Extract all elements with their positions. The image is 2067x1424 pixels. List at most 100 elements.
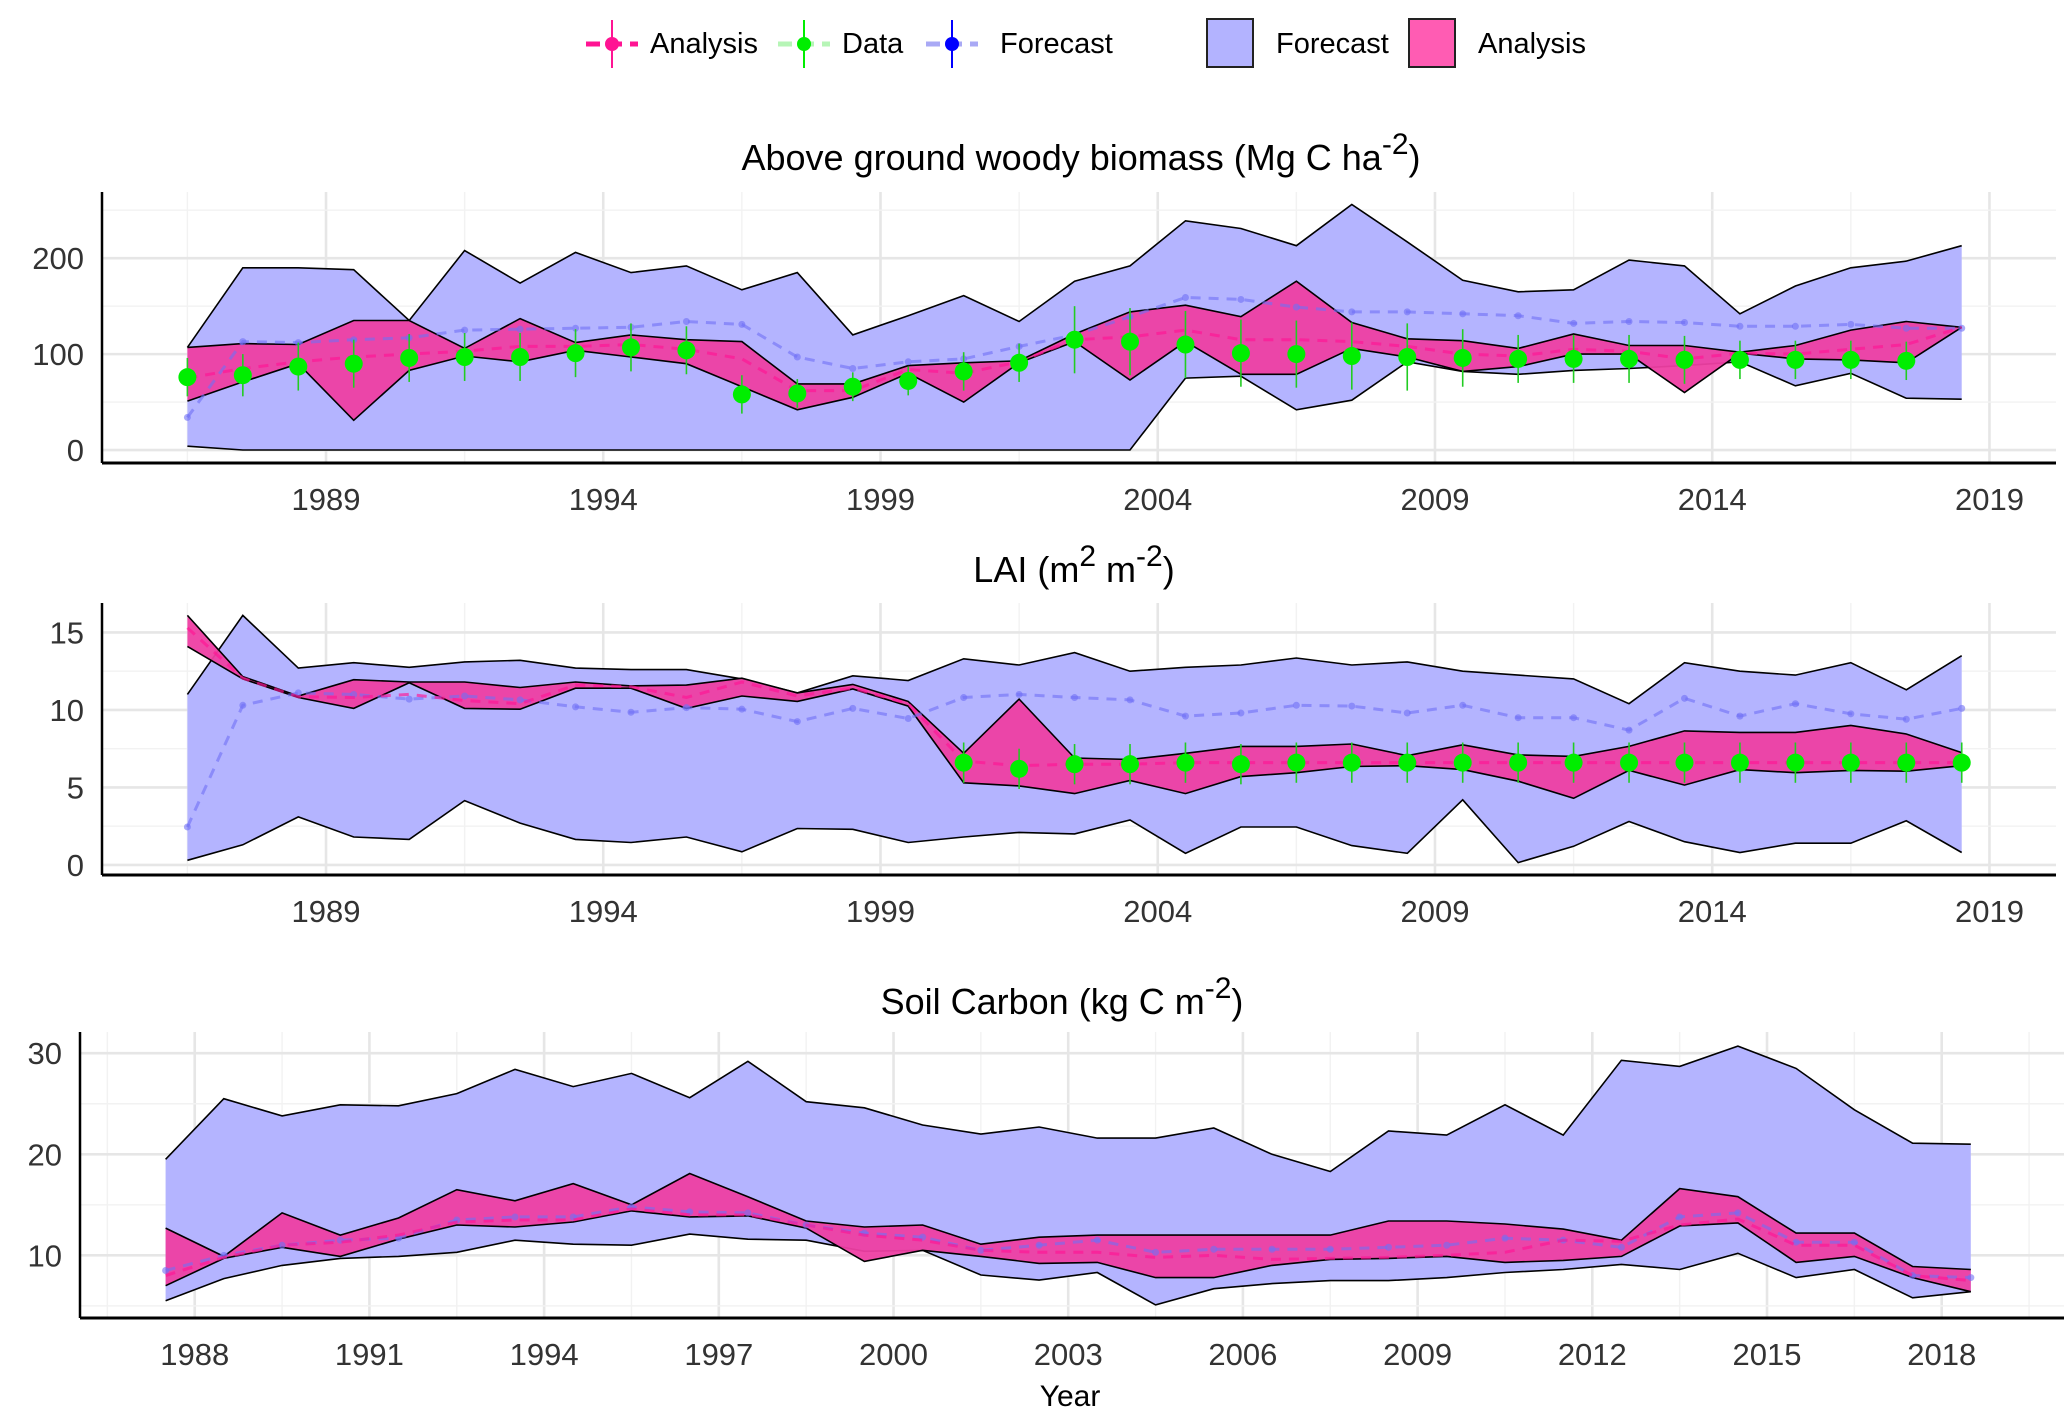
data-point: [1620, 349, 1639, 368]
y-tick-label: 100: [32, 337, 84, 372]
data-point: [1564, 349, 1583, 368]
data-point: [1065, 330, 1084, 349]
forecast-point: [1850, 1238, 1858, 1246]
y-tick-label: 0: [67, 848, 84, 883]
forecast-point: [405, 695, 413, 703]
forecast-point: [1680, 318, 1688, 326]
forecast-point: [1514, 312, 1522, 320]
forecast-point: [1967, 1274, 1975, 1282]
forecast-point: [793, 718, 801, 726]
panel-1: 1989 1994 1999 2004 2009 2014 2019 0 100 200 Above…: [32, 128, 2056, 517]
forecast-point: [239, 701, 247, 709]
data-point: [1841, 753, 1860, 772]
data-point: [1287, 753, 1306, 772]
forecast-upper-line: [165, 1045, 1971, 1173]
data-point: [1231, 344, 1250, 363]
forecast-point: [183, 823, 191, 831]
x-tick-label: 2000: [859, 1337, 928, 1372]
forecast-point: [1501, 1234, 1509, 1242]
x-tick-label: 2009: [1400, 482, 1469, 517]
x-tick-label: 1999: [846, 482, 915, 517]
y-tick-label: 10: [28, 1238, 62, 1273]
data-point: [899, 371, 918, 390]
title-superscript: -2: [1205, 972, 1232, 1005]
title-text: Above ground woody biomass (Mg C ha: [741, 137, 1382, 178]
forecast-point: [1237, 709, 1245, 717]
data-point: [1564, 753, 1583, 772]
x-tick-label: 2004: [1123, 482, 1192, 517]
data-point: [1730, 753, 1749, 772]
forecast-point: [1384, 1243, 1392, 1251]
forecast-point: [1459, 310, 1467, 318]
forecast-point: [461, 692, 469, 700]
forecast-point: [511, 1213, 519, 1221]
title-text: LAI (m: [973, 549, 1079, 590]
forecast-point: [977, 1246, 985, 1254]
forecast-point: [1847, 710, 1855, 718]
x-tick-label: 1988: [160, 1337, 229, 1372]
forecast-point: [904, 714, 912, 722]
x-tick-label: 1989: [292, 894, 361, 929]
data-point: [1675, 350, 1694, 369]
forecast-point: [1680, 694, 1688, 702]
forecast-point: [1625, 318, 1633, 326]
data-point: [1231, 755, 1250, 774]
y-tick-label: 200: [32, 241, 84, 276]
x-tick-label: 2009: [1400, 894, 1469, 929]
title-text: ): [1163, 549, 1175, 590]
data-point: [1453, 753, 1472, 772]
data-point: [1786, 350, 1805, 369]
data-point: [1065, 755, 1084, 774]
data-point: [1010, 353, 1029, 372]
title-text: Soil Carbon (kg C m: [881, 981, 1205, 1022]
forecast-point: [239, 338, 247, 346]
data-point: [1121, 755, 1140, 774]
data-point: [566, 344, 585, 363]
forecast-point: [572, 324, 580, 332]
data-point: [1010, 759, 1029, 778]
data-point: [1786, 753, 1805, 772]
forecast-point: [1152, 1248, 1160, 1256]
forecast-point: [162, 1267, 170, 1275]
panel-title: Soil Carbon (kg C m-2): [881, 972, 1244, 1023]
forecast-point: [744, 1209, 752, 1217]
legend-item-data: Data: [776, 18, 903, 70]
analysis-mean-line: [165, 1207, 1971, 1283]
forecast-line-key-icon: [926, 20, 978, 68]
panel-3: 1988 1991 1994 1997 2000 2003 2006 2009 2012 2015…: [28, 972, 2064, 1413]
data-point: [511, 347, 530, 366]
forecast-point: [738, 320, 746, 328]
x-tick-label: 2014: [1678, 894, 1747, 929]
legend-label: Analysis: [1478, 27, 1586, 60]
legend: Analysis Data Forecast Forecast Analysis: [0, 18, 2067, 70]
forecast-point: [1676, 1213, 1684, 1221]
forecast-point: [1348, 308, 1356, 316]
title-text: ): [1409, 137, 1421, 178]
forecast-point: [1126, 696, 1134, 704]
title-superscript: -2: [1136, 540, 1163, 573]
x-tick-label: 2009: [1383, 1337, 1452, 1372]
data-point: [732, 385, 751, 404]
legend-label: Analysis: [650, 27, 758, 60]
x-tick-label: 1994: [569, 894, 638, 929]
forecast-point: [1958, 704, 1966, 712]
analysis-line-key-icon: [586, 20, 638, 68]
forecast-lower-line: [187, 798, 1963, 864]
data-point: [233, 366, 252, 385]
forecast-point: [1071, 694, 1079, 702]
forecast-point: [1847, 320, 1855, 328]
data-point: [1342, 347, 1361, 366]
title-superscript: -2: [1382, 128, 1409, 161]
forecast-point: [1791, 700, 1799, 708]
analysis-lower-line: [186, 645, 1962, 800]
forecast-point: [849, 365, 857, 373]
x-tick-label: 1994: [510, 1337, 579, 1372]
x-tick-label: 1989: [292, 482, 361, 517]
forecast-point: [1237, 295, 1245, 303]
data-point: [1509, 753, 1528, 772]
forecast-point: [1459, 701, 1467, 709]
x-tick-label: 2003: [1034, 1337, 1103, 1372]
data-point: [1897, 351, 1916, 370]
y-tick-label: 0: [67, 433, 84, 468]
